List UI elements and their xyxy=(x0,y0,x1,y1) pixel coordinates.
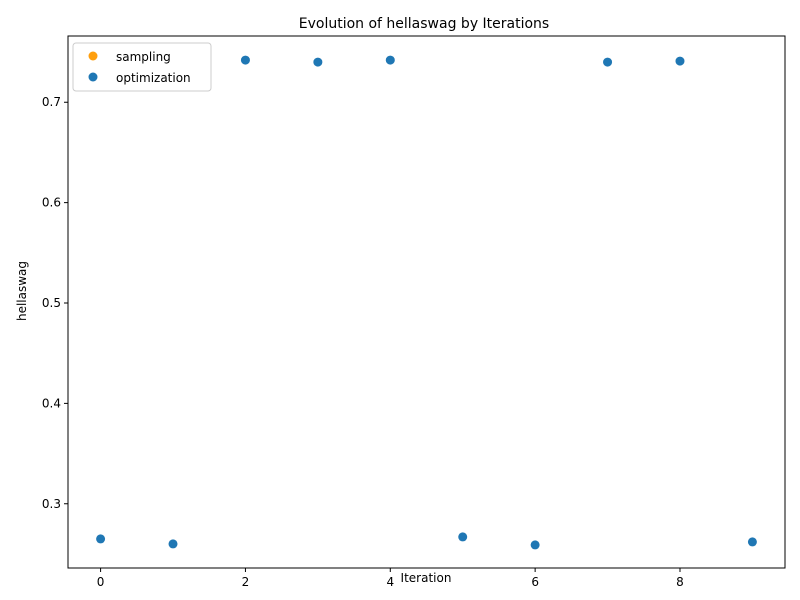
data-point-optimization xyxy=(96,534,106,544)
data-point-optimization xyxy=(747,537,757,547)
x-tick-label: 6 xyxy=(531,575,539,589)
legend-marker-optimization xyxy=(88,72,98,82)
y-tick-label: 0.7 xyxy=(42,95,61,109)
x-tick-label: 8 xyxy=(676,575,684,589)
legend: sampling optimization xyxy=(72,42,212,92)
data-point-optimization xyxy=(385,55,395,65)
y-tick-label: 0.3 xyxy=(42,497,61,511)
plot-frame xyxy=(67,35,786,569)
data-point-optimization xyxy=(675,56,685,66)
x-axis-ticks: 0 2 4 6 8 xyxy=(97,568,684,589)
data-point-optimization xyxy=(458,532,468,542)
x-tick-label: 2 xyxy=(242,575,250,589)
y-tick-label: 0.4 xyxy=(42,396,61,410)
y-axis-ticks: 0.3 0.4 0.5 0.6 0.7 xyxy=(42,95,68,511)
data-points xyxy=(96,55,757,550)
y-tick-label: 0.6 xyxy=(42,196,61,210)
chart-title: Evolution of hellaswag by Iterations xyxy=(299,16,549,32)
legend-label-sampling: sampling xyxy=(116,50,171,64)
legend-label-optimization: optimization xyxy=(116,71,191,85)
legend-box xyxy=(72,42,212,92)
data-point-optimization xyxy=(240,55,250,65)
x-tick-label: 0 xyxy=(97,575,105,589)
data-point-optimization xyxy=(530,540,540,550)
y-tick-label: 0.5 xyxy=(42,296,61,310)
x-axis-title: Iteration xyxy=(401,571,452,585)
y-axis-title: hellaswag xyxy=(15,261,29,321)
data-point-optimization xyxy=(313,57,323,67)
data-point-optimization xyxy=(603,57,613,67)
legend-marker-sampling xyxy=(88,51,98,61)
x-tick-label: 4 xyxy=(386,575,394,589)
data-point-optimization xyxy=(168,539,178,549)
